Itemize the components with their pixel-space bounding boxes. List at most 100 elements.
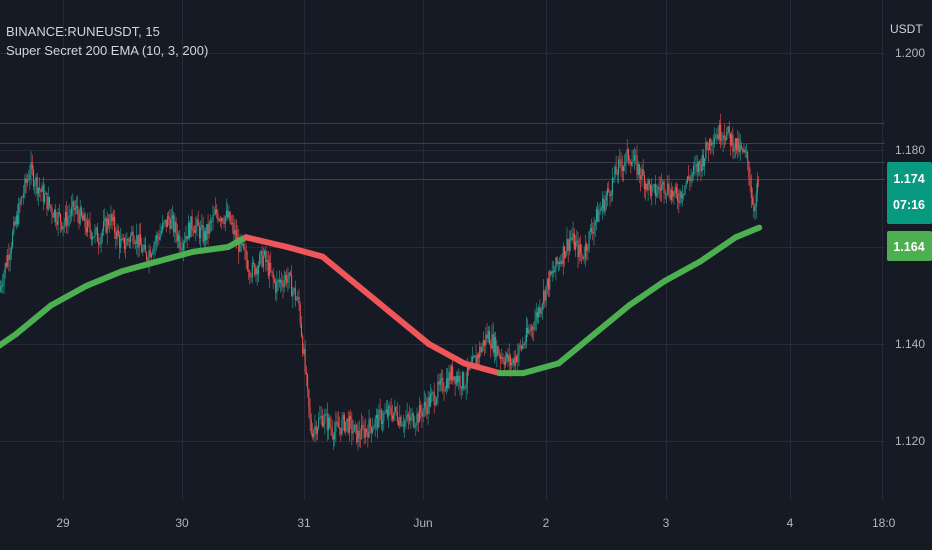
- candle-body: [561, 260, 563, 265]
- candle-body: [133, 243, 135, 244]
- candle-body: [313, 430, 315, 437]
- candle-body: [308, 389, 310, 407]
- candle-body: [459, 375, 461, 387]
- candle-body: [447, 378, 449, 389]
- candle-body: [353, 424, 355, 432]
- candle-body: [96, 227, 98, 242]
- candle-body: [482, 340, 484, 347]
- candle-body: [380, 411, 382, 424]
- candle-body: [651, 185, 653, 196]
- candle-body: [166, 216, 169, 227]
- candle-body: [452, 366, 454, 381]
- candle-body: [737, 138, 739, 151]
- candle-body: [754, 206, 756, 212]
- candle-body: [641, 169, 643, 180]
- candle-body: [659, 188, 661, 191]
- candle-body: [620, 159, 622, 167]
- candle-body: [122, 237, 124, 240]
- candle-body: [187, 222, 189, 240]
- candle-body: [501, 357, 503, 359]
- candle-body: [552, 270, 554, 273]
- candle-body: [744, 149, 746, 153]
- candle-body: [271, 270, 273, 273]
- indicator-title[interactable]: Super Secret 200 EMA (10, 3, 200): [6, 43, 209, 58]
- candle-body: [98, 241, 100, 245]
- candle-body: [152, 252, 154, 254]
- candle-body: [217, 213, 219, 221]
- candle-body: [123, 237, 126, 249]
- candle-body: [211, 221, 213, 223]
- candle-body: [168, 216, 170, 219]
- candle-body: [234, 229, 236, 235]
- candle-body: [47, 196, 49, 210]
- candle-body: [677, 193, 679, 202]
- candle-body: [592, 231, 594, 234]
- candle-body: [423, 402, 425, 410]
- y-tick-label: 1.200: [895, 46, 925, 60]
- candle-body: [733, 148, 735, 152]
- candle-body: [332, 435, 334, 440]
- candle-body: [363, 427, 365, 438]
- symbol-title[interactable]: BINANCE:RUNEUSDT, 15: [6, 24, 160, 39]
- candle-body: [531, 326, 534, 330]
- candle-body: [625, 153, 627, 164]
- candle-body: [165, 219, 167, 227]
- candle-body: [221, 218, 223, 222]
- currency-label[interactable]: USDT: [890, 22, 923, 36]
- candle-body: [398, 421, 400, 426]
- candle-body: [729, 133, 731, 146]
- candle-body: [582, 255, 584, 260]
- candle-body: [503, 361, 505, 366]
- candle-body: [320, 416, 322, 418]
- candle-body: [299, 304, 301, 324]
- candle-body: [493, 336, 495, 353]
- candle-body: [239, 237, 241, 252]
- candle-body: [385, 409, 387, 413]
- candle-body: [560, 260, 562, 264]
- candle-body: [74, 207, 76, 211]
- candle-body: [420, 405, 422, 413]
- candle-body: [453, 376, 455, 381]
- candle-body: [5, 263, 8, 267]
- candle-body: [340, 427, 342, 435]
- candle-body: [693, 166, 695, 174]
- candle-body: [635, 155, 637, 156]
- candle-body: [417, 413, 419, 423]
- candle-body: [410, 415, 412, 421]
- candle-body: [484, 340, 486, 346]
- candle-body: [243, 243, 245, 249]
- candle-body: [0, 286, 1, 292]
- candle-body: [361, 424, 363, 439]
- candle-body: [379, 409, 381, 412]
- y-tick-label: 1.140: [895, 337, 925, 351]
- candle-body: [413, 426, 416, 428]
- candle-body: [180, 247, 182, 251]
- candle-body: [15, 215, 17, 225]
- candle-body: [516, 356, 518, 362]
- candle-body: [358, 430, 360, 439]
- candle-body: [674, 187, 676, 192]
- candle-body: [29, 174, 31, 180]
- candle-body: [594, 220, 596, 226]
- time-axis[interactable]: 29 30 31 Jun 2 3 4 18:0: [56, 516, 895, 530]
- candle-body: [55, 209, 57, 222]
- candle-body: [342, 415, 344, 420]
- candle-body: [654, 184, 657, 196]
- ema-segment-up: [732, 224, 763, 241]
- candle-body: [150, 253, 153, 257]
- candle-body: [214, 209, 216, 214]
- candle-body: [523, 344, 525, 346]
- candle-body: [331, 428, 333, 436]
- candle-body: [232, 223, 234, 224]
- x-tick-label: 30: [175, 516, 189, 530]
- candle-body: [390, 408, 392, 416]
- candle-body: [294, 288, 296, 301]
- candle-body: [93, 236, 95, 238]
- candle-body: [616, 174, 618, 176]
- candle-body: [554, 270, 556, 273]
- candle-body: [588, 231, 590, 250]
- candle-body: [334, 431, 336, 440]
- candle-body: [626, 149, 628, 154]
- candle-body: [543, 290, 545, 304]
